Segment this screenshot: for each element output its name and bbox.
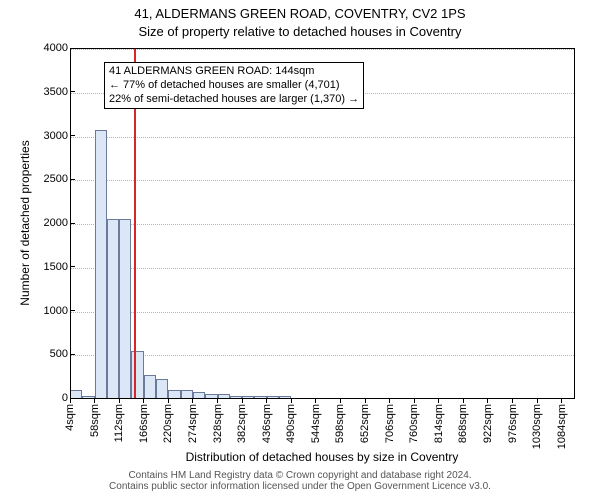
y-tick-label: 3500	[30, 86, 68, 98]
x-tick-label: 922sqm	[482, 404, 494, 443]
x-axis-label: Distribution of detached houses by size …	[70, 450, 574, 464]
x-tick-label: 1030sqm	[531, 404, 543, 449]
histogram-bar	[107, 219, 119, 399]
annotation-box: 41 ALDERMANS GREEN ROAD: 144sqm ← 77% of…	[104, 62, 364, 109]
y-tick: 1500	[25, 261, 70, 273]
annotation-line: 41 ALDERMANS GREEN ROAD: 144sqm	[109, 65, 359, 79]
annotation-line: ← 77% of detached houses are smaller (4,…	[109, 79, 359, 93]
gridline	[70, 268, 574, 269]
x-tick-label: 976sqm	[507, 404, 519, 443]
y-tick-label: 1500	[30, 261, 68, 273]
gridline	[70, 49, 574, 50]
x-tick-label: 328sqm	[212, 404, 224, 443]
y-tick: 0	[25, 392, 70, 404]
y-tick-label: 3000	[30, 130, 68, 142]
gridline	[70, 137, 574, 138]
y-tick-label: 500	[30, 348, 68, 360]
gridline	[70, 312, 574, 313]
y-tick: 2000	[25, 217, 70, 229]
gridline	[70, 224, 574, 225]
x-tick-label: 4sqm	[64, 404, 76, 431]
histogram-bar	[119, 219, 131, 399]
y-tick: 1000	[25, 305, 70, 317]
x-tick-label: 490sqm	[285, 404, 297, 443]
x-tick-label: 760sqm	[408, 404, 420, 443]
x-tick-label: 58sqm	[89, 404, 101, 437]
x-tick-label: 220sqm	[162, 404, 174, 443]
x-tick-label: 706sqm	[384, 404, 396, 443]
y-tick-label: 2500	[30, 173, 68, 185]
x-tick-label: 598sqm	[334, 404, 346, 443]
x-tick-label: 868sqm	[457, 404, 469, 443]
y-tick-label: 0	[30, 392, 68, 404]
x-tick-label: 1084sqm	[556, 404, 568, 449]
y-tick: 2500	[25, 173, 70, 185]
chart-title-line1: 41, ALDERMANS GREEN ROAD, COVENTRY, CV2 …	[0, 6, 600, 21]
footer-line: Contains HM Land Registry data © Crown c…	[0, 470, 600, 481]
x-tick-label: 544sqm	[310, 404, 322, 443]
chart-title-line2: Size of property relative to detached ho…	[0, 24, 600, 39]
y-tick-label: 4000	[30, 42, 68, 54]
annotation-line: 22% of semi-detached houses are larger (…	[109, 93, 359, 107]
y-tick: 3500	[25, 86, 70, 98]
gridline	[70, 180, 574, 181]
footer: Contains HM Land Registry data © Crown c…	[0, 470, 600, 492]
figure: 41, ALDERMANS GREEN ROAD, COVENTRY, CV2 …	[0, 0, 600, 500]
y-tick: 4000	[25, 42, 70, 54]
histogram-bar	[144, 375, 156, 399]
x-tick-label: 382sqm	[236, 404, 248, 443]
y-tick-label: 1000	[30, 305, 68, 317]
histogram-bar	[156, 379, 168, 399]
x-tick-label: 274sqm	[187, 404, 199, 443]
x-tick-label: 166sqm	[138, 404, 150, 443]
y-tick-label: 2000	[30, 217, 68, 229]
footer-line: Contains public sector information licen…	[0, 481, 600, 492]
histogram-bar	[95, 130, 107, 400]
y-tick: 500	[25, 348, 70, 360]
x-tick-label: 814sqm	[433, 404, 445, 443]
x-tick-label: 112sqm	[113, 404, 125, 442]
x-tick-label: 436sqm	[261, 404, 273, 443]
y-tick: 3000	[25, 130, 70, 142]
axis-spine-bottom	[70, 398, 574, 399]
gridline	[70, 355, 574, 356]
x-tick-label: 652sqm	[359, 404, 371, 443]
